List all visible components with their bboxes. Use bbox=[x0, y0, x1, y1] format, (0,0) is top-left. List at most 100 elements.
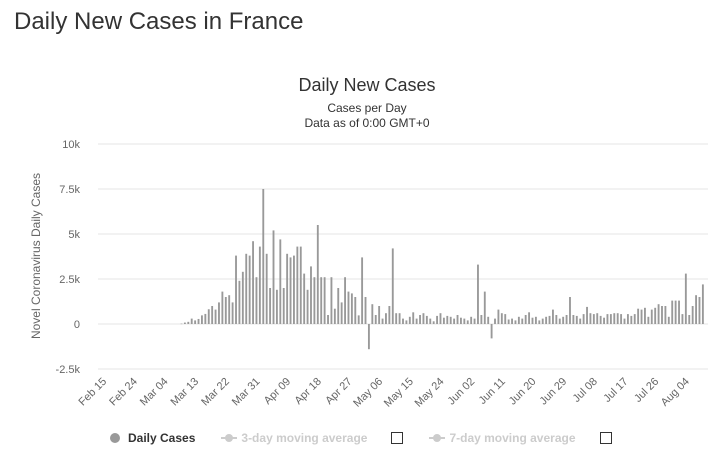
bar[interactable] bbox=[688, 315, 691, 324]
bar[interactable] bbox=[194, 320, 197, 324]
bar[interactable] bbox=[201, 315, 203, 324]
bar[interactable] bbox=[313, 277, 316, 324]
bar[interactable] bbox=[436, 315, 439, 324]
bar[interactable] bbox=[606, 314, 609, 324]
bar[interactable] bbox=[187, 321, 190, 324]
bar[interactable] bbox=[531, 317, 534, 324]
bar[interactable] bbox=[344, 277, 346, 324]
bar[interactable] bbox=[327, 315, 329, 324]
bar[interactable] bbox=[616, 313, 619, 324]
bar[interactable] bbox=[275, 289, 278, 324]
bar[interactable] bbox=[350, 293, 353, 324]
bar[interactable] bbox=[497, 309, 500, 324]
legend-3day-average[interactable]: 3-day moving average bbox=[221, 431, 404, 445]
bar[interactable] bbox=[354, 297, 357, 324]
bar[interactable] bbox=[330, 277, 333, 324]
bar[interactable] bbox=[538, 320, 541, 324]
bar[interactable] bbox=[534, 316, 537, 324]
bar[interactable] bbox=[630, 315, 633, 324]
bar[interactable] bbox=[286, 253, 289, 324]
bar[interactable] bbox=[419, 315, 421, 324]
bar[interactable] bbox=[623, 318, 626, 324]
bar[interactable] bbox=[599, 315, 602, 324]
bar[interactable] bbox=[374, 315, 377, 324]
bar[interactable] bbox=[575, 315, 578, 324]
bar[interactable] bbox=[545, 316, 548, 324]
bar[interactable] bbox=[282, 288, 285, 324]
bar[interactable] bbox=[466, 320, 469, 324]
bar[interactable] bbox=[507, 319, 510, 325]
bar[interactable] bbox=[218, 302, 220, 324]
bar[interactable] bbox=[579, 318, 582, 324]
bar[interactable] bbox=[698, 297, 701, 324]
bar[interactable] bbox=[221, 291, 224, 324]
bar[interactable] bbox=[603, 317, 605, 324]
bar[interactable] bbox=[388, 306, 391, 324]
bar[interactable] bbox=[357, 315, 360, 324]
bar[interactable] bbox=[446, 315, 449, 324]
bar[interactable] bbox=[565, 315, 568, 324]
bar[interactable] bbox=[422, 313, 425, 324]
bar[interactable] bbox=[596, 313, 599, 324]
bar[interactable] bbox=[684, 273, 687, 324]
bar[interactable] bbox=[241, 271, 244, 324]
bar[interactable] bbox=[589, 313, 592, 324]
legend-7day-checkbox[interactable] bbox=[599, 432, 612, 444]
bar[interactable] bbox=[265, 253, 268, 324]
bar[interactable] bbox=[245, 253, 248, 324]
bar[interactable] bbox=[183, 322, 186, 324]
bar[interactable] bbox=[415, 318, 418, 324]
bar[interactable] bbox=[555, 315, 558, 324]
bar[interactable] bbox=[633, 314, 636, 324]
bar[interactable] bbox=[691, 306, 694, 324]
bar[interactable] bbox=[511, 318, 513, 324]
bar[interactable] bbox=[340, 302, 343, 324]
bar[interactable] bbox=[310, 266, 312, 324]
bar[interactable] bbox=[248, 255, 251, 324]
bar[interactable] bbox=[306, 289, 309, 324]
bar[interactable] bbox=[480, 315, 483, 324]
bar[interactable] bbox=[412, 312, 415, 324]
bar[interactable] bbox=[204, 313, 207, 324]
bar[interactable] bbox=[654, 307, 657, 324]
bar[interactable] bbox=[442, 317, 445, 324]
bar[interactable] bbox=[517, 316, 520, 324]
bar[interactable] bbox=[586, 306, 588, 324]
bar[interactable] bbox=[524, 315, 527, 324]
bar[interactable] bbox=[262, 189, 265, 324]
bar[interactable] bbox=[647, 316, 650, 324]
bar[interactable] bbox=[494, 318, 496, 324]
bar[interactable] bbox=[303, 273, 306, 324]
bar[interactable] bbox=[470, 316, 473, 324]
bar[interactable] bbox=[395, 313, 398, 324]
bar[interactable] bbox=[214, 309, 217, 324]
bar[interactable] bbox=[224, 297, 227, 324]
bar[interactable] bbox=[378, 306, 381, 324]
bar[interactable] bbox=[667, 316, 670, 324]
bar[interactable] bbox=[381, 318, 384, 324]
bar[interactable] bbox=[337, 288, 340, 324]
bar[interactable] bbox=[678, 300, 680, 324]
bar[interactable] bbox=[552, 309, 554, 324]
bar[interactable] bbox=[425, 315, 428, 324]
bar[interactable] bbox=[490, 324, 493, 339]
bar[interactable] bbox=[460, 317, 462, 324]
bar[interactable] bbox=[333, 308, 336, 324]
bar[interactable] bbox=[367, 324, 370, 350]
bar[interactable] bbox=[190, 318, 193, 324]
bar[interactable] bbox=[514, 320, 517, 324]
bar[interactable] bbox=[361, 257, 364, 324]
bar[interactable] bbox=[463, 318, 466, 324]
bar[interactable] bbox=[402, 318, 404, 324]
bar[interactable] bbox=[637, 308, 640, 324]
bar[interactable] bbox=[391, 248, 394, 324]
bar[interactable] bbox=[364, 297, 367, 324]
bar[interactable] bbox=[483, 291, 486, 324]
bar[interactable] bbox=[405, 320, 408, 324]
bar[interactable] bbox=[296, 246, 299, 324]
bar[interactable] bbox=[235, 255, 237, 324]
bar[interactable] bbox=[562, 316, 565, 324]
bar[interactable] bbox=[541, 318, 544, 324]
bar[interactable] bbox=[347, 291, 350, 324]
bar[interactable] bbox=[255, 277, 258, 324]
